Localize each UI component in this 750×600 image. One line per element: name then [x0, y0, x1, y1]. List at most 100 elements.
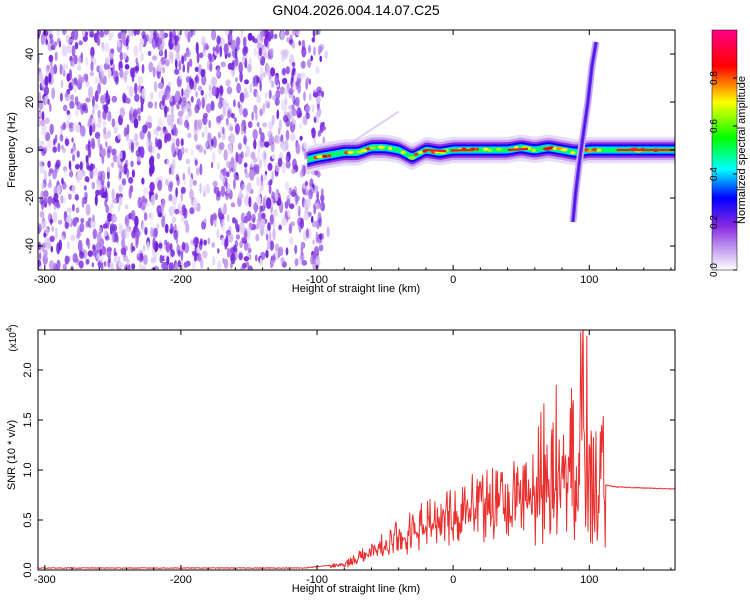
noise-blob	[243, 256, 249, 262]
ridge-peak	[507, 147, 529, 152]
noise-blob	[256, 218, 262, 226]
noise-blob	[300, 164, 304, 170]
noise-blob	[256, 121, 260, 128]
noise-blob	[85, 220, 89, 228]
noise-blob	[130, 67, 134, 78]
noise-blob	[185, 158, 191, 165]
noise-blob	[217, 260, 222, 270]
noise-blob	[271, 80, 274, 89]
ridge-hotspot	[365, 147, 371, 151]
noise-blob	[110, 202, 114, 209]
noise-blob	[200, 68, 205, 78]
noise-blob	[296, 202, 300, 213]
noise-blob	[77, 239, 83, 252]
noise-blob	[168, 193, 173, 202]
ridge-hotspot	[596, 148, 602, 152]
noise-blob	[143, 187, 149, 195]
noise-blob	[170, 55, 174, 64]
noise-blob	[168, 167, 172, 175]
noise-blob	[292, 158, 297, 170]
noise-blob	[166, 132, 172, 142]
noise-blob	[262, 196, 265, 207]
noise-blob	[181, 146, 185, 155]
noise-blob	[135, 141, 139, 147]
noise-blob	[164, 48, 168, 60]
noise-blob	[173, 229, 178, 240]
noise-blob	[103, 30, 110, 36]
noise-blob	[116, 40, 122, 48]
noise-blob	[202, 250, 208, 259]
noise-blob	[268, 230, 272, 242]
noise-blob	[132, 108, 138, 120]
noise-blob	[68, 193, 72, 200]
noise-blob	[220, 185, 226, 197]
snr-xtick-label: 0	[450, 574, 456, 586]
noise-blob	[133, 118, 139, 129]
noise-blob	[195, 41, 199, 54]
noise-blob	[199, 52, 204, 59]
ridge-hotspot	[475, 147, 479, 151]
noise-blob	[136, 107, 142, 115]
noise-blob	[135, 62, 140, 72]
noise-blob	[267, 162, 273, 171]
noise-blob	[201, 131, 205, 138]
snr-xtick-label: 100	[580, 574, 598, 586]
noise-blob	[271, 170, 274, 183]
noise-blob	[185, 91, 188, 101]
noise-blob	[315, 231, 319, 244]
noise-blob	[43, 232, 47, 238]
noise-blob	[169, 243, 173, 252]
noise-blob	[100, 264, 104, 270]
noise-blob	[234, 47, 238, 59]
noise-blob	[294, 258, 299, 266]
noise-blob	[113, 247, 117, 256]
noise-blob	[75, 124, 81, 134]
noise-blob	[222, 126, 225, 135]
noise-blob	[246, 145, 250, 158]
noise-blob	[199, 257, 204, 269]
noise-blob	[259, 138, 265, 148]
noise-blob	[184, 52, 187, 62]
noise-blob	[183, 242, 190, 254]
noise-blob	[291, 107, 297, 117]
noise-blob	[299, 169, 304, 178]
noise-blob	[200, 89, 204, 96]
noise-blob	[317, 30, 321, 35]
noise-blob	[102, 223, 108, 229]
noise-blob	[61, 235, 65, 241]
noise-blob	[218, 212, 224, 220]
noise-blob	[40, 119, 46, 127]
noise-blob	[288, 236, 294, 245]
noise-blob	[279, 86, 285, 95]
noise-blob	[271, 114, 275, 126]
noise-blob	[49, 123, 54, 135]
ridge-hotspot	[570, 151, 576, 155]
colorbar-label: Normalized spectral amplitude	[736, 76, 748, 224]
noise-blob	[282, 144, 286, 153]
noise-blob	[222, 105, 227, 117]
noise-blob	[47, 182, 52, 189]
noise-blob	[291, 41, 295, 49]
noise-blob	[312, 30, 316, 38]
noise-blob	[243, 162, 248, 168]
noise-blob	[273, 33, 278, 40]
noise-blob	[157, 138, 163, 150]
noise-blob	[289, 63, 293, 74]
noise-blob	[103, 62, 110, 70]
noise-blob	[262, 149, 267, 162]
noise-blob	[52, 211, 58, 223]
noise-blob	[90, 137, 95, 148]
noise-blob	[230, 252, 236, 265]
noise-blob	[246, 230, 251, 242]
noise-blob	[98, 238, 104, 246]
noise-blob	[284, 210, 288, 220]
noise-blob	[71, 185, 76, 194]
noise-blob	[268, 185, 272, 194]
noise-blob	[106, 148, 111, 159]
noise-blob	[147, 122, 153, 129]
noise-blob	[52, 169, 58, 180]
noise-blob	[259, 180, 264, 192]
noise-blob	[269, 48, 274, 57]
noise-blob	[226, 214, 230, 223]
noise-blob	[204, 125, 208, 135]
